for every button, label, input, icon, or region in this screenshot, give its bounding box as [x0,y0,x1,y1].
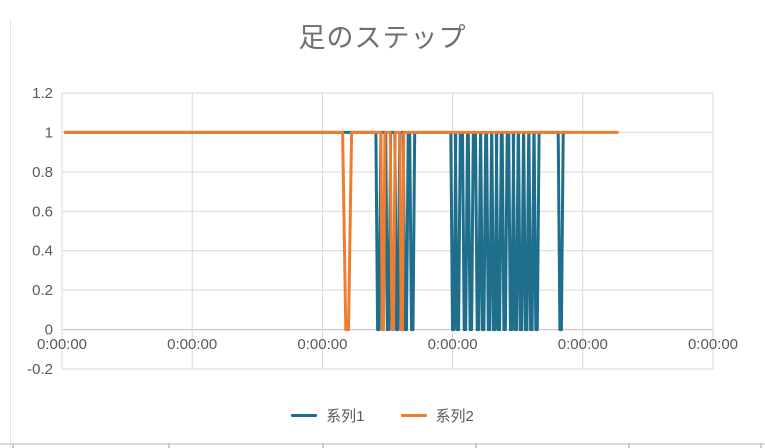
series1-line-swatch [291,413,318,417]
legend-item-series2[interactable]: 系列2 [400,405,474,426]
x-tick-label: 0:00:00 [428,336,478,353]
legend-label-series2: 系列2 [435,407,474,425]
y-tick-label: 1 [45,124,53,141]
y-tick-label: -0.2 [27,361,53,378]
worksheet-column-tick [322,443,324,448]
x-tick-label: 0:00:00 [167,336,217,353]
x-tick-label: 0:00:00 [37,336,87,353]
x-tick-label: 0:00:00 [558,336,608,353]
legend-label-series1: 系列1 [326,407,365,425]
y-tick-label: 1.2 [32,85,53,102]
y-tick-label: 0.8 [32,164,53,181]
worksheet-gridline-horizontal [0,443,765,445]
y-tick-label: 0.2 [32,282,53,299]
worksheet-gridline-vertical [10,20,11,448]
worksheet-column-tick [760,443,762,448]
x-tick-label: 0:00:00 [688,336,738,353]
legend-item-series1[interactable]: 系列1 [291,405,365,426]
y-tick-label: 0.6 [32,203,53,220]
y-tick-label: 0.4 [32,243,53,260]
worksheet-column-tick [475,443,477,448]
series-line-2 [63,130,619,332]
worksheet-column-tick [628,443,630,448]
series2-line-swatch [400,413,427,417]
legend[interactable]: 系列1 系列2 [0,403,765,427]
worksheet-column-tick [168,443,170,448]
series-line-1 [63,130,568,332]
x-tick-label: 0:00:00 [297,336,347,353]
chart-title[interactable]: 足のステップ [298,23,467,53]
worksheet-column-tick [12,443,14,448]
y-tick-label: 0 [45,322,53,339]
